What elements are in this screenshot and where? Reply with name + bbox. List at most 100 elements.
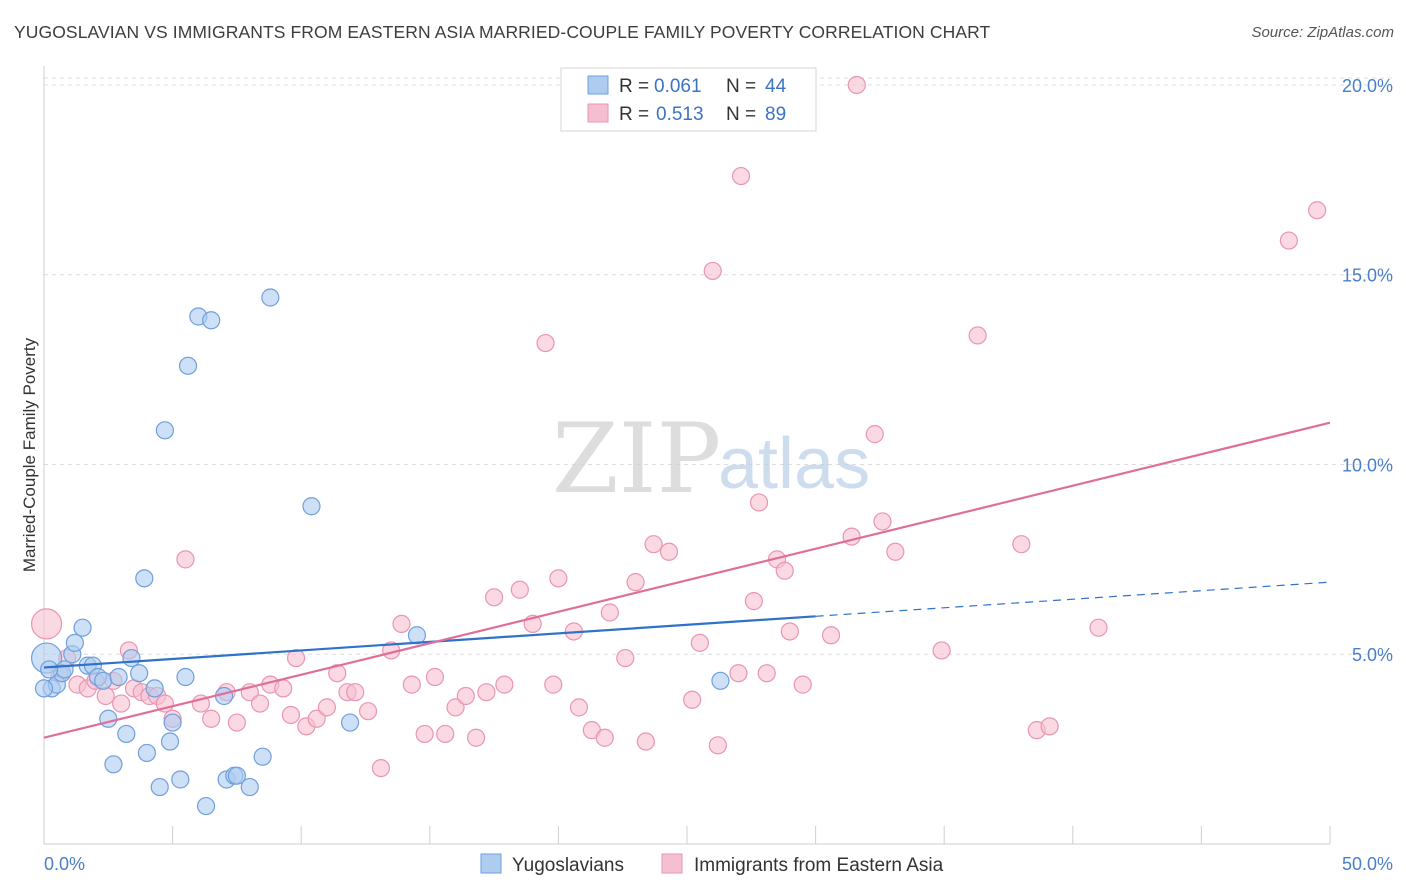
tick-labels: 5.0% 10.0% 15.0% 20.0% 0.0% 50.0% [44,76,1393,874]
yugoslavian-point [261,288,280,307]
legend-r-label-1: R = [619,76,649,97]
yugoslavian-point [163,713,182,732]
eastern-asia-point [456,686,475,706]
yugoslavian-point [65,633,84,652]
eastern-asia-point [536,333,555,353]
yugoslavian-point [73,618,92,637]
eastern-asia-point [644,535,663,554]
yugoslavian-point [104,755,123,774]
eastern-asia-point [616,648,635,668]
yugoslavian-point [240,777,259,797]
y-tick-label: 5.0% [1352,645,1393,665]
yugoslavian-point [302,497,321,516]
eastern-asia-point [346,683,365,702]
yugoslavian-point [176,667,195,687]
yugoslavian-point [130,664,149,683]
eastern-asia-point [1308,201,1327,220]
y-tick-label: 10.0% [1342,455,1393,475]
yugoslavian-point [135,569,154,588]
yugoslavian-point [227,766,246,785]
yugoslavian-point [160,732,180,751]
series-legend-swatch-yugoslavians [480,853,502,874]
eastern-asia-point [600,603,619,622]
eastern-asia-point [968,326,987,345]
eastern-asia-point [176,550,195,569]
legend-r-value-2: 0.513 [656,104,704,125]
watermark-zip: ZIP [552,403,721,515]
eastern-asia-point [793,675,812,694]
legend-swatch-yugoslavians [587,75,609,95]
eastern-asia-point [775,561,794,580]
yugoslavian-point [171,770,190,789]
watermark-atlas: atlas [718,424,870,504]
yugoslavian-point [40,660,59,679]
legend-n-label-2: N = [726,104,756,125]
eastern-asia-point [307,709,326,728]
yugoslavian-point [145,679,164,698]
eastern-asia-point [112,694,131,713]
eastern-asia-point [495,675,514,694]
eastern-asia-point [317,698,337,717]
legend-r-value-1: 0.061 [654,76,702,97]
eastern-asia-point [402,675,421,694]
eastern-asia-point [659,542,679,561]
eastern-asia-point [636,732,655,751]
yugoslavian-point [117,724,136,744]
eastern-asia-point [569,698,589,717]
eastern-asia-point [274,679,293,698]
eastern-asia-point [1279,231,1298,250]
eastern-asia-point [477,683,496,702]
watermark: ZIP atlas [552,403,870,515]
yugoslavian-point [94,671,113,690]
eastern-asia-point [202,709,221,728]
eastern-asia-point [250,694,270,713]
eastern-asia-point [227,713,246,732]
eastern-asia-point [281,705,301,725]
legend-r-label-2: R = [619,104,649,125]
eastern-asia-point [708,736,727,755]
eastern-asia-point [510,580,529,599]
eastern-asia-point [757,664,776,683]
eastern-asia-point [328,664,347,683]
yugoslavian-point [711,671,730,690]
gridlines [44,77,1394,655]
yugoslavian-point [109,667,128,687]
eastern-asia-points [30,75,1327,778]
eastern-asia-point [865,425,884,444]
chart-source: Source: ZipAtlas.com [1251,24,1394,41]
eastern-asia-point [780,622,799,641]
y-tick-label: 20.0% [1342,76,1393,96]
eastern-asia-point [626,573,645,592]
yugoslavian-point [178,356,198,375]
yugoslavian-point [155,421,174,440]
eastern-asia-point [96,686,115,706]
eastern-asia-point [544,675,563,694]
series-legend: Yugoslavians Immigrants from Eastern Asi… [480,853,944,876]
eastern-asia-point [842,527,861,546]
eastern-asia-point [873,512,892,531]
eastern-asia-point [446,698,465,717]
eastern-asia-point [703,261,722,281]
eastern-asia-point [932,641,951,660]
x-tick-label: 0.0% [44,854,85,874]
yugoslavian-point [34,679,54,698]
eastern-asia-point [549,569,568,588]
yugoslavian-points [30,288,730,816]
yugoslavian-point [122,648,141,668]
eastern-asia-point [847,75,866,95]
eastern-asia-point [30,608,63,640]
yugoslavian-trend-line [43,615,816,669]
yugoslavian-point [202,311,221,330]
yugoslavian-trend-line-extension [815,581,1331,617]
eastern-asia-point [731,166,751,186]
yugoslavian-point [340,713,360,732]
legend-n-value-2: 89 [765,104,786,125]
eastern-asia-point [744,592,763,611]
series-legend-label-eastern-asia: Immigrants from Eastern Asia [694,855,944,876]
eastern-asia-point [690,633,709,652]
eastern-asia-point [466,728,486,747]
eastern-asia-point [415,724,434,744]
eastern-asia-point [886,542,905,561]
eastern-asia-point [729,664,748,683]
